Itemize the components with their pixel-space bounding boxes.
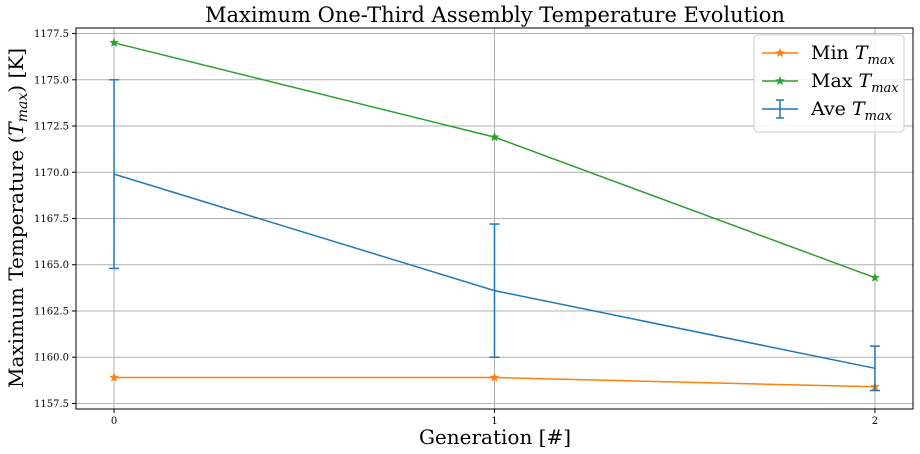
legend-label-ave: Ave Tmax — [810, 98, 893, 124]
y-tick-label: 1167.5 — [34, 214, 69, 225]
series-max-point — [869, 272, 880, 282]
y-axis-label-subscript: max — [15, 93, 31, 123]
legend-box — [753, 34, 905, 133]
x-tick-label: 1 — [491, 416, 497, 427]
legend-swatch-marker — [775, 47, 785, 58]
series-max-point — [489, 131, 500, 142]
series-ave — [109, 79, 880, 392]
legend-label-name: Min — [811, 42, 855, 64]
legend-label-subscript: max — [868, 53, 896, 68]
legend-label-subscript: max — [871, 81, 899, 96]
legend-entry-max: Max Tmax — [762, 70, 899, 96]
y-tick-label: 1160.0 — [34, 353, 69, 364]
y-tick-label: 1170.0 — [34, 168, 69, 179]
series-layer — [109, 37, 880, 392]
chart-title: Maximum One-Third Assembly Temperature E… — [205, 3, 785, 27]
legend-label-min: Min Tmax — [811, 42, 896, 68]
legend-label-name: Max — [811, 70, 859, 92]
legend-label-symbol: T — [852, 98, 866, 120]
y-axis: 1157.5 1160.0 1162.5 1165.0 1167.5 1170.0 1172… — [34, 29, 76, 410]
y-axis-label-symbol: T — [4, 121, 28, 136]
y-axis-label-end: ) [K] — [4, 48, 28, 93]
series-min-point — [109, 372, 120, 382]
legend-swatch-marker — [775, 75, 785, 86]
y-tick-label: 1177.5 — [34, 29, 69, 40]
y-tick-label: 1165.0 — [34, 260, 69, 271]
legend-label-symbol: T — [855, 42, 869, 64]
x-axis: 0 1 2 — [111, 409, 878, 427]
x-axis-label: Generation [#] — [419, 425, 571, 449]
series-max — [109, 37, 880, 282]
legend-entry-ave: Ave Tmax — [762, 98, 893, 124]
y-tick-label: 1157.5 — [34, 399, 69, 410]
y-tick-label: 1172.5 — [34, 122, 69, 133]
legend-label-name: Ave — [810, 98, 852, 120]
x-tick-label: 2 — [872, 416, 878, 427]
y-tick-label: 1162.5 — [34, 306, 69, 317]
y-axis-label-text: Maximum Temperature ( — [4, 136, 28, 388]
series-min-point — [489, 372, 500, 382]
legend-entry-min: Min Tmax — [762, 42, 896, 68]
legend-label-subscript: max — [865, 109, 893, 124]
series-max-point — [109, 37, 120, 48]
x-tick-label: 0 — [111, 416, 117, 427]
legend-label-max: Max Tmax — [811, 70, 899, 96]
y-axis-label: Maximum Temperature (Tmax) [K] — [4, 48, 31, 388]
legend-label-symbol: T — [859, 70, 873, 92]
y-tick-label: 1175.0 — [34, 75, 69, 86]
